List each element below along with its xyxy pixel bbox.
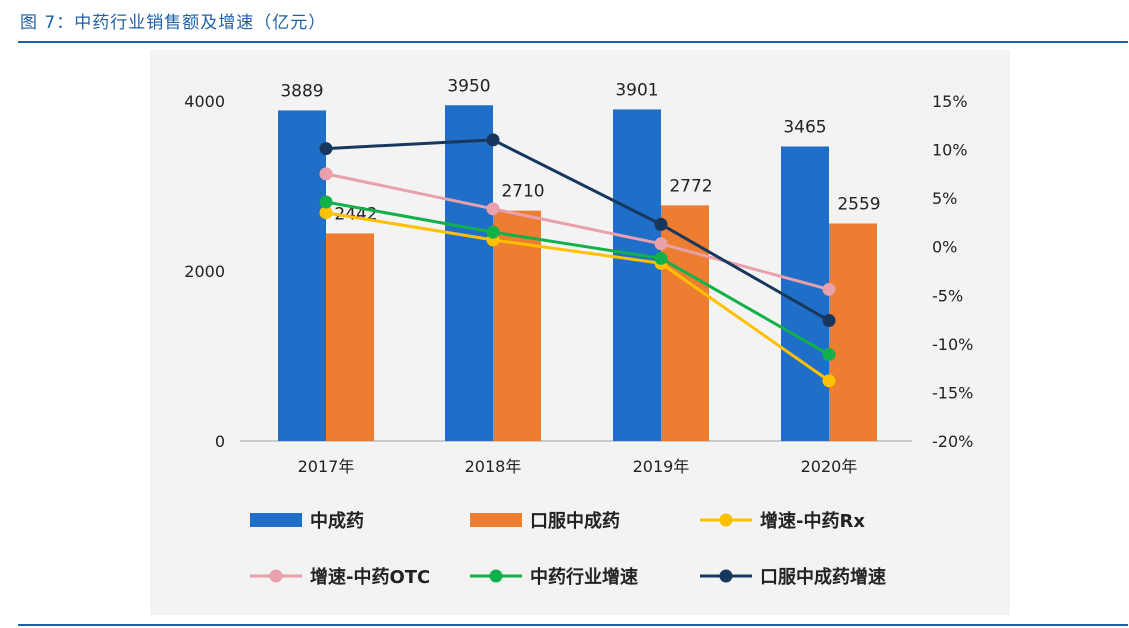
line-point: [822, 314, 836, 328]
bar-oral: [661, 205, 709, 441]
x-tick-label: 2019年: [633, 457, 690, 476]
bottom-divider: [18, 624, 1128, 626]
x-tick-label: 2020年: [801, 457, 858, 476]
legend-swatch: [250, 513, 302, 527]
line-series-2: [325, 200, 830, 356]
left-tick-label: 2000: [184, 262, 225, 281]
line-point: [486, 202, 500, 216]
top-divider: [18, 41, 1128, 43]
legend-label: 中药行业增速: [530, 566, 638, 588]
bar-data-label: 3889: [280, 81, 323, 101]
line-point: [486, 133, 500, 147]
bar-oral: [829, 223, 877, 441]
legend-label: 口服中成药: [530, 510, 620, 532]
bar-tcm: [781, 146, 829, 441]
x-tick-label: 2017年: [298, 457, 355, 476]
line-point: [822, 348, 836, 362]
legend-swatch: [470, 513, 522, 527]
legend-marker: [719, 569, 733, 583]
legend-label: 增速-中药Rx: [760, 510, 865, 532]
right-tick-label: -10%: [932, 335, 973, 354]
right-tick-label: -15%: [932, 383, 973, 402]
legend-marker: [269, 569, 283, 583]
left-tick-label: 4000: [184, 92, 225, 111]
line-series-3: [325, 138, 830, 322]
line-series-1: [325, 172, 830, 291]
right-tick-label: 10%: [932, 141, 968, 160]
bar-data-label: 3950: [447, 76, 490, 96]
bar-tcm: [613, 109, 661, 441]
line-point: [822, 282, 836, 296]
line-point: [319, 142, 333, 156]
legend-label: 口服中成药增速: [760, 566, 886, 588]
line-point: [319, 195, 333, 209]
bar-data-label: 2559: [837, 194, 880, 214]
bar-data-label: 2772: [669, 176, 712, 196]
legend-label: 增速-中药OTC: [310, 566, 430, 588]
right-tick-label: 0%: [932, 238, 957, 257]
bar-tcm: [278, 110, 326, 441]
legend-marker: [719, 513, 733, 527]
x-tick-label: 2018年: [465, 457, 522, 476]
line-point: [654, 237, 668, 251]
right-tick-label: -5%: [932, 286, 963, 305]
bar-data-label: 2710: [501, 182, 544, 202]
bar-oral: [493, 210, 541, 441]
legend-marker: [489, 569, 503, 583]
bar-oral: [326, 233, 374, 441]
bar-data-label: 3465: [783, 117, 826, 137]
right-tick-label: 15%: [932, 92, 968, 111]
line-point: [654, 251, 668, 265]
line-point: [486, 225, 500, 239]
bar-tcm: [445, 105, 493, 441]
right-tick-label: -20%: [932, 432, 973, 451]
left-tick-label: 0: [215, 432, 225, 451]
line-series-0: [325, 211, 830, 383]
legend-label: 中成药: [310, 510, 364, 532]
right-tick-label: 5%: [932, 189, 957, 208]
line-point: [319, 167, 333, 181]
figure-title: 图 7：中药行业销售额及增速（亿元）: [20, 13, 327, 33]
line-point: [654, 217, 668, 231]
bar-data-label: 3901: [615, 80, 658, 100]
line-point: [822, 374, 836, 388]
line-point: [319, 206, 333, 220]
